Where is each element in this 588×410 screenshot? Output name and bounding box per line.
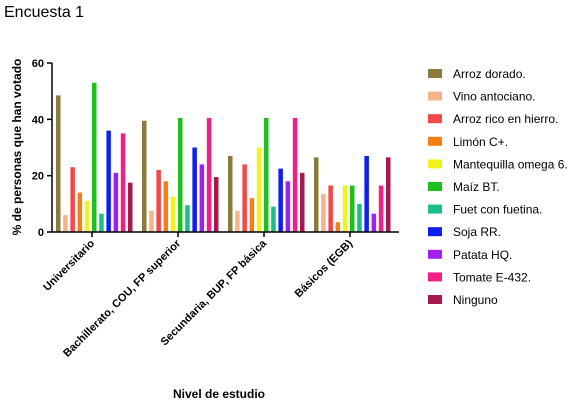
bar [56,95,61,233]
legend-swatch [428,182,442,191]
bar [242,164,247,232]
y-tick-label: 40 [32,114,44,126]
bar [63,215,68,232]
bar [228,155,233,232]
bar [120,133,126,232]
legend-label: Maíz BT. [453,180,500,194]
y-tick-label: 20 [32,171,44,183]
bar [84,201,90,232]
bar [271,206,276,232]
y-tick-label: 0 [38,227,44,239]
legend-label: Fuet con fuetina. [453,203,542,217]
bar [278,168,283,232]
bar [328,185,333,232]
legend-swatch [428,159,442,169]
legend-label: Arroz dorado. [453,67,526,81]
bar [371,213,377,232]
bar [249,198,255,232]
bar [106,130,111,232]
legend-swatch [428,227,442,237]
bar [292,117,298,232]
legend-label: Ninguno [453,293,498,307]
bar [92,82,97,232]
chart-title: Encuesta 1 [4,4,84,21]
y-tick-label: 60 [32,58,44,70]
legend-swatch [428,204,442,214]
bar [77,192,83,232]
bar [386,157,391,232]
y-axis-ticks: 0 20 40 60 [32,58,52,239]
bar [350,185,355,232]
bar [149,210,154,232]
legend-label: Arroz rico en hierro. [453,112,558,126]
bar [163,181,169,232]
y-axis-label: % de personas que han votado [10,59,24,236]
bar [256,147,262,232]
bar [99,213,104,232]
bar [364,155,369,232]
bar [335,222,341,232]
bar [199,164,205,232]
bar [214,177,219,232]
bar [264,117,269,232]
legend-label: Mantequilla omega 6. [453,157,568,171]
legend: Arroz dorado. Vino antociano. Arroz rico e… [428,67,568,307]
bar [128,182,133,232]
legend-swatch [428,114,442,124]
plot-area [56,82,391,233]
x-category-label: Universitario [41,237,97,293]
bar [192,147,197,232]
x-category-label: Básicos (EGB) [293,237,356,300]
bar [185,205,190,232]
legend-label: Vino antociano. [453,90,536,104]
legend-swatch [428,69,442,78]
bar [113,172,119,232]
bar [70,167,75,232]
x-axis-label: Nivel de estudio [173,387,265,401]
bar [142,120,147,232]
legend-swatch [428,295,442,304]
bar [156,170,161,232]
legend-swatch [428,91,442,101]
legend-label: Patata HQ. [453,248,512,262]
bar [170,196,176,232]
bar [178,117,183,232]
bar [314,157,319,232]
bar [342,185,348,232]
bar [378,185,384,232]
legend-swatch [428,136,442,146]
bar [357,203,362,232]
bar [285,181,291,232]
legend-label: Tomate E-432. [453,270,531,284]
legend-label: Limón C+. [453,135,508,149]
bar [235,210,240,232]
legend-swatch [428,272,442,282]
bar [206,117,212,232]
legend-swatch [428,249,442,259]
bar [321,193,326,232]
legend-label: Soja RR. [453,225,501,239]
bar [300,172,305,232]
